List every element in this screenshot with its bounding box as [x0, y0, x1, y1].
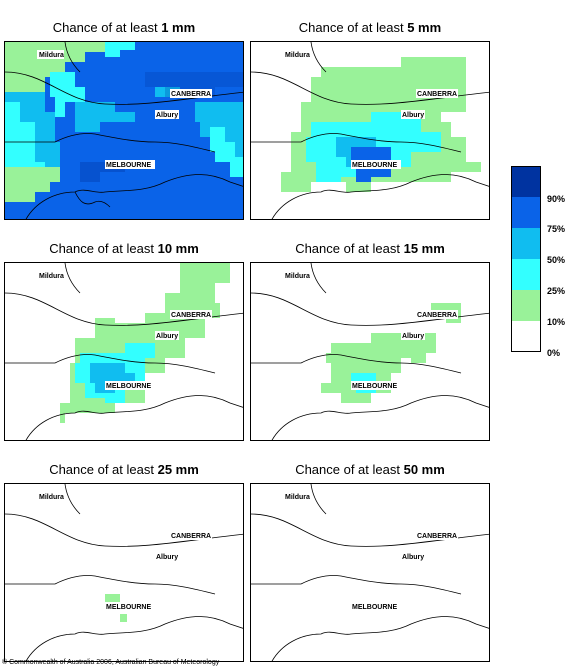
legend-swatch: [511, 166, 541, 197]
city-albury: Albury: [156, 112, 178, 119]
city-melbourne: MELBOURNE: [352, 383, 397, 390]
legend-label-90: 90%: [547, 194, 566, 204]
city-mildura: Mildura: [285, 273, 310, 280]
city-mildura: Mildura: [39, 52, 64, 59]
panel-title: Chance of at least 1 mm: [52, 20, 196, 35]
panel-5mm: Chance of at least 5 mm Mildura CANBERRA…: [250, 20, 490, 220]
legend-swatch: [511, 290, 541, 321]
rainfall-map: Mildura CANBERRA Albury MELBOURNE: [4, 262, 244, 441]
city-mildura: Mildura: [285, 52, 310, 59]
panel-title: Chance of at least 5 mm: [298, 20, 442, 35]
legend-swatch: [511, 259, 541, 290]
city-canberra: CANBERRA: [417, 312, 457, 319]
legend-label-0: 0%: [547, 348, 561, 358]
city-albury: Albury: [402, 554, 424, 561]
city-mildura: Mildura: [285, 494, 310, 501]
legend-label-25: 25%: [547, 286, 566, 296]
city-albury: Albury: [156, 333, 178, 340]
city-melbourne: MELBOURNE: [106, 604, 151, 611]
legend-label-50: 50%: [547, 255, 566, 265]
legend-label-75: 75%: [547, 224, 566, 234]
city-canberra: CANBERRA: [171, 312, 211, 319]
rainfall-map: Mildura CANBERRA Albury MELBOURNE: [4, 41, 244, 220]
city-canberra: CANBERRA: [171, 533, 211, 540]
city-canberra: CANBERRA: [417, 91, 457, 98]
city-canberra: CANBERRA: [171, 91, 211, 98]
legend-swatch: [511, 228, 541, 259]
copyright-notice: © Commonwealth of Australia 2006, Austra…: [2, 659, 220, 666]
rainfall-map: Mildura CANBERRA Albury MELBOURNE: [4, 483, 244, 662]
legend-swatch: [511, 321, 541, 352]
panel-50mm: Chance of at least 50 mm Mildura CANBERR…: [250, 462, 490, 662]
city-albury: Albury: [156, 554, 178, 561]
rainfall-map: Mildura CANBERRA Albury MELBOURNE: [250, 483, 490, 662]
city-mildura: Mildura: [39, 494, 64, 501]
panel-title: Chance of at least 25 mm: [49, 462, 199, 477]
panel-title: Chance of at least 15 mm: [295, 241, 445, 256]
panel-15mm: Chance of at least 15 mm Mildura CANBERR…: [250, 241, 490, 441]
city-melbourne: MELBOURNE: [352, 604, 397, 611]
legend-label-10: 10%: [547, 317, 566, 327]
panel-10mm: Chance of at least 10 mm Mildura CANBERR…: [4, 241, 244, 441]
city-mildura: Mildura: [39, 273, 64, 280]
city-albury: Albury: [402, 333, 424, 340]
panel-title: Chance of at least 10 mm: [49, 241, 199, 256]
panel-1mm: Chance of at least 1 mm Mildura CANBERRA: [4, 20, 244, 220]
rainfall-map: Mildura CANBERRA Albury MELBOURNE: [250, 262, 490, 441]
legend-swatch: [511, 197, 541, 228]
city-melbourne: MELBOURNE: [352, 162, 397, 169]
city-melbourne: MELBOURNE: [106, 383, 151, 390]
city-canberra: CANBERRA: [417, 533, 457, 540]
rainfall-map: Mildura CANBERRA Albury MELBOURNE: [250, 41, 490, 220]
panel-title: Chance of at least 50 mm: [295, 462, 445, 477]
city-melbourne: MELBOURNE: [106, 162, 151, 169]
panel-25mm: Chance of at least 25 mm Mildura CANBERR…: [4, 462, 244, 662]
city-albury: Albury: [402, 112, 424, 119]
